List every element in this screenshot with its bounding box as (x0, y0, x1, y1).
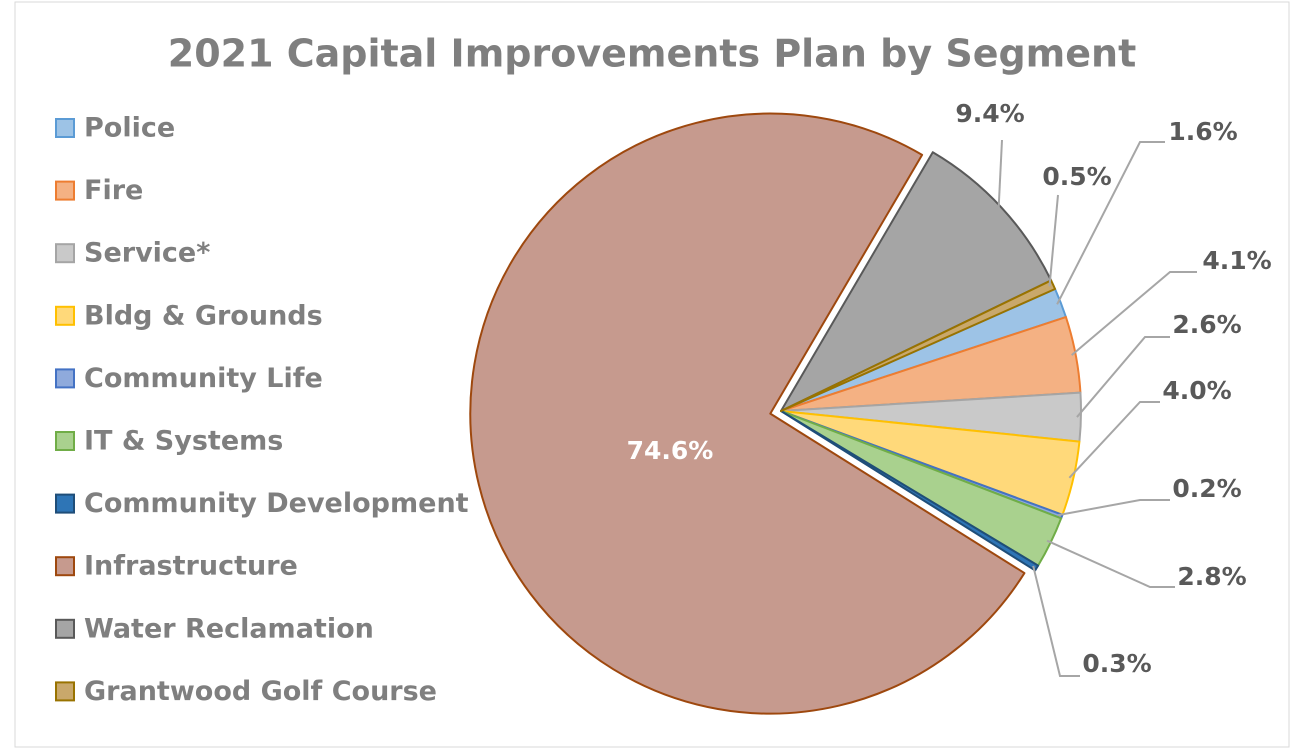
pie-slice (469, 112, 1026, 715)
data-label: 74.6% (627, 436, 714, 465)
legend-swatch (55, 618, 75, 639)
legend-label: Bldg & Grounds (84, 300, 323, 331)
legend-swatch (55, 431, 75, 451)
chart-title: 2021 Capital Improvements Plan by Segmen… (168, 32, 1137, 76)
data-label: 9.4% (955, 99, 1024, 128)
legend-label: Infrastructure (84, 551, 298, 582)
leader-line (1048, 194, 1059, 287)
legend-swatch (55, 305, 75, 326)
leader-line (1046, 539, 1175, 588)
legend-label: Grantwood Golf Course (84, 676, 437, 707)
pie-slice (780, 151, 1053, 412)
legend-swatch (55, 556, 75, 577)
data-label: 1.6% (1168, 117, 1237, 146)
leader-line (1032, 565, 1080, 677)
data-label: 0.2% (1172, 474, 1241, 503)
leader-line (1057, 499, 1170, 517)
data-label: 2.8% (1177, 562, 1246, 591)
data-label: 2.6% (1172, 310, 1241, 339)
legend-swatch (55, 180, 75, 201)
legend-label: IT & Systems (84, 426, 283, 457)
data-label: 4.0% (1162, 376, 1231, 405)
legend-swatch (55, 681, 75, 702)
legend-label: Fire (84, 175, 143, 206)
leader-line (1056, 141, 1165, 305)
legend-swatch (55, 118, 75, 138)
pie-slice (780, 279, 1057, 412)
legend-label: Police (84, 113, 175, 144)
leader-line (1068, 401, 1160, 479)
legend-swatch (55, 368, 75, 389)
data-label: 0.3% (1082, 649, 1151, 678)
legend-label: Community Life (84, 363, 323, 394)
data-label: 0.5% (1042, 162, 1111, 191)
legend-label: Water Reclamation (84, 613, 374, 644)
leader-line (1071, 271, 1197, 356)
legend-label: Community Development (84, 488, 469, 519)
legend-swatch (55, 493, 75, 514)
leader-line (1076, 336, 1170, 418)
legend-swatch (55, 243, 75, 264)
leader-line (997, 139, 1003, 211)
data-label: 4.1% (1202, 246, 1271, 275)
legend-label: Service* (84, 238, 210, 269)
